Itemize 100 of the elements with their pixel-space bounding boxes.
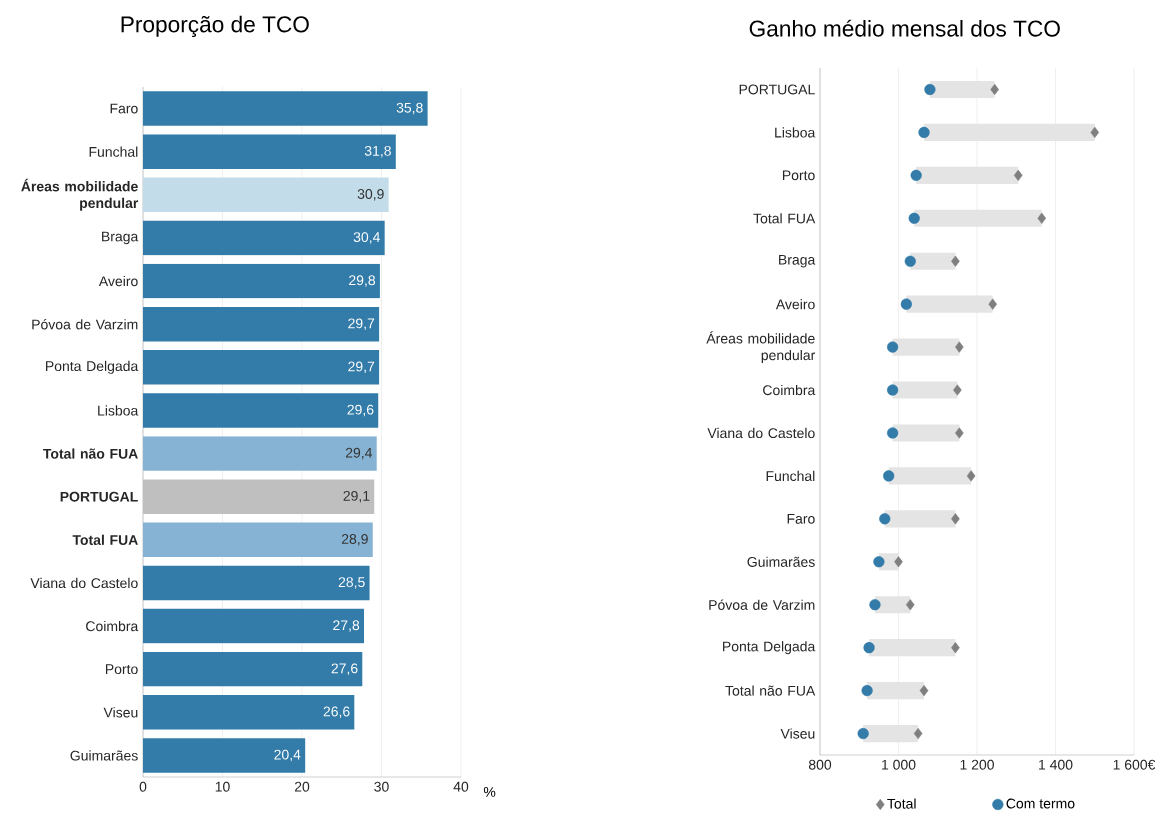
y-tick-label: PORTUGAL [739, 84, 815, 95]
point [857, 727, 869, 740]
y-tick-label: Total FUA [753, 213, 816, 224]
point [953, 384, 962, 396]
point [910, 169, 922, 181]
point [861, 685, 873, 697]
point [863, 642, 875, 654]
point [904, 255, 916, 267]
y-tick-label: Funchal [89, 146, 138, 157]
y-tick-label: Lisboa [98, 405, 139, 416]
bar [888, 467, 972, 485]
data-label: 29,7 [348, 361, 375, 374]
point [908, 212, 920, 224]
data-label: 27,8 [333, 620, 360, 632]
y-tick-label: Viana do Castelo [707, 427, 815, 439]
y-tick-label: Porto [105, 664, 138, 675]
point [1090, 126, 1100, 139]
bar [143, 91, 428, 126]
legend-label: Com termo [1006, 798, 1075, 809]
chart-title: Proporção de TCO [121, 15, 309, 37]
point [951, 642, 960, 654]
bar [924, 123, 1095, 141]
data-label: 31,8 [364, 145, 391, 158]
x-tick-label: 1 600€ [1113, 759, 1156, 770]
y-tick-label: Viseu [780, 728, 815, 739]
bar [863, 724, 919, 743]
y-tick-label: Guimarães [70, 750, 138, 761]
bar [143, 738, 306, 773]
bar [143, 350, 380, 385]
bar [143, 565, 370, 601]
x-tick-label: 1 200 [960, 759, 994, 770]
y-tick-label: Faro [787, 513, 815, 524]
x-tick-label: 0 [139, 781, 147, 792]
data-label: 29,1 [343, 490, 370, 503]
point [924, 83, 936, 96]
point [918, 126, 930, 139]
bar [884, 510, 956, 528]
point [883, 470, 895, 482]
y-tick-label: PORTUGAL [60, 491, 138, 502]
point [906, 599, 915, 611]
point [887, 427, 899, 439]
bar [143, 134, 396, 169]
point [955, 341, 964, 353]
y-tick-label: Áreas mobilidade pendular [706, 331, 816, 363]
y-tick-label: Lisboa [775, 127, 816, 138]
bar [143, 608, 365, 644]
y-tick-label: Funchal [766, 470, 815, 482]
data-label: 30,4 [353, 232, 380, 244]
x-axis-title: % [483, 787, 496, 797]
y-tick-label: Aveiro [98, 275, 138, 287]
y-tick-label: Braga [779, 254, 816, 268]
bar [143, 651, 363, 687]
bar [143, 479, 375, 514]
point [913, 727, 923, 740]
x-tick-label: 10 [215, 781, 230, 792]
point [873, 556, 885, 568]
bar [914, 209, 1042, 227]
data-label: 28,9 [341, 534, 368, 546]
data-label: 20,4 [274, 749, 301, 762]
point [1037, 212, 1047, 224]
y-tick-label: Póvoa de Varzim [32, 318, 138, 330]
y-tick-label: Ponta Delgada [723, 641, 816, 655]
bar [143, 393, 379, 428]
data-label: 30,9 [357, 189, 384, 201]
point [879, 513, 891, 525]
data-label: 29,4 [345, 447, 373, 460]
bar [143, 522, 373, 558]
data-label: 28,5 [338, 577, 365, 589]
bar [143, 436, 377, 471]
y-tick-label: Póvoa de Varzim [709, 599, 815, 610]
bar [143, 695, 355, 730]
data-label: 35,8 [396, 102, 423, 115]
legend-label: Total [887, 798, 916, 809]
y-tick-label: Viana do Castelo [30, 577, 138, 589]
point [887, 384, 899, 396]
point [966, 470, 976, 482]
data-label: 29,6 [347, 404, 374, 417]
y-tick-label: Total FUA [72, 534, 138, 545]
x-tick-label: 800 [808, 759, 832, 770]
bar [869, 639, 956, 657]
bar [892, 381, 958, 399]
point [955, 427, 964, 439]
point [887, 341, 899, 353]
y-tick-label: Porto [782, 170, 815, 181]
point [919, 685, 929, 697]
y-tick-label: Total não FUA [725, 685, 816, 696]
bar [143, 263, 380, 299]
point [951, 513, 960, 525]
y-tick-label: Total não FUA [43, 448, 138, 459]
y-tick-label: Áreas mobilidade pendular [21, 178, 139, 211]
y-tick-label: Ponta Delgada [46, 360, 139, 374]
bar [867, 682, 925, 700]
x-tick-label: 30 [374, 781, 389, 792]
y-tick-label: Coimbra [763, 384, 816, 396]
point [951, 255, 960, 267]
bar [143, 177, 389, 213]
data-label: 26,6 [323, 706, 350, 719]
bar [929, 80, 995, 99]
bar [143, 220, 385, 256]
data-label: 29,7 [348, 318, 375, 330]
